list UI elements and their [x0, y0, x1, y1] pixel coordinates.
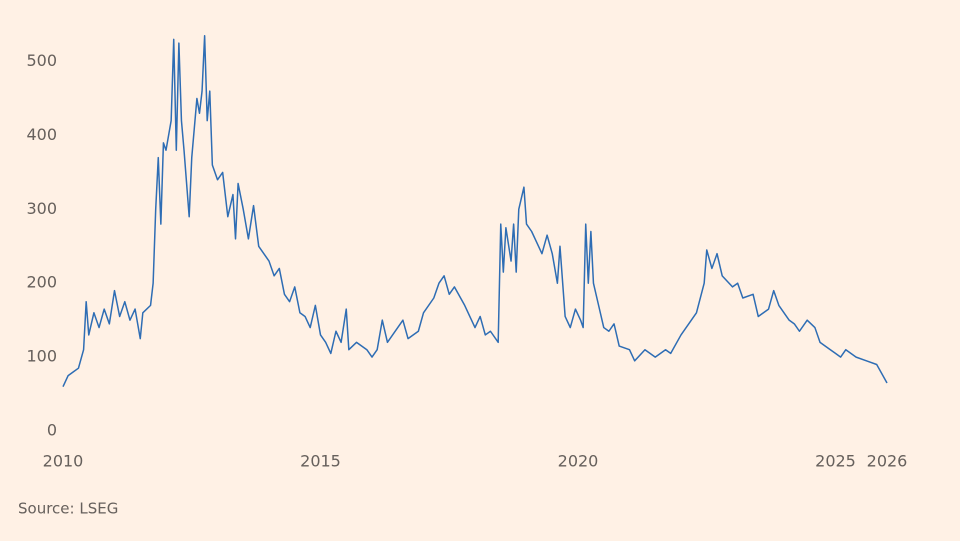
line — [62, 34, 888, 387]
x-tick-label: 2026 — [867, 452, 908, 471]
x-tick-label: 2015 — [300, 452, 341, 471]
y-tick-label: 0 — [47, 421, 57, 440]
x-tick-label: 2025 — [815, 452, 856, 471]
y-tick-label: 200 — [26, 273, 57, 292]
y-tick-label: 500 — [26, 51, 57, 70]
y-tick-label: 100 — [26, 347, 57, 366]
source: Source: LSEG — [18, 500, 118, 518]
x-tick-label: 2010 — [43, 452, 84, 471]
y-tick-label: 400 — [26, 125, 57, 144]
y-tick-label: 300 — [26, 199, 57, 218]
x-tick-label: 2020 — [558, 452, 599, 471]
